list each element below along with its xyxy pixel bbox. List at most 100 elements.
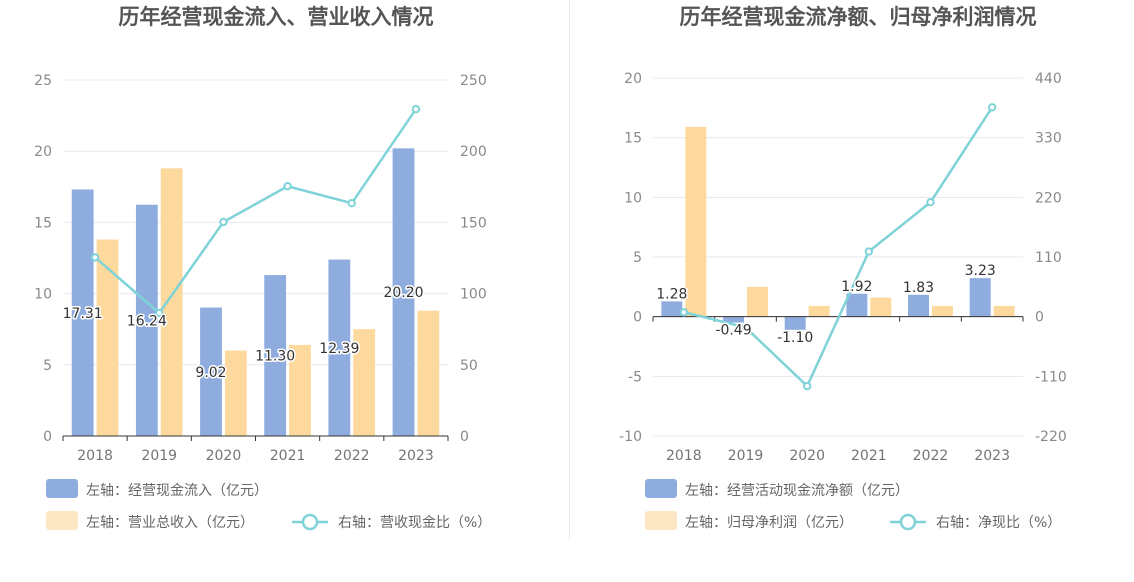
y-right-tick-label: -220 xyxy=(1035,429,1067,445)
bar-primary xyxy=(264,275,287,436)
y-left-tick-label: -10 xyxy=(619,429,642,445)
line-point xyxy=(741,323,750,332)
bar-primary xyxy=(200,307,222,436)
y-left-tick-label: 0 xyxy=(43,429,52,445)
bar-secondary xyxy=(932,305,953,317)
y-right-tick-label: 110 xyxy=(1035,250,1062,266)
legend-label-secondary: 左轴：营业总收入（亿元） xyxy=(86,515,254,531)
legend-swatch-secondary xyxy=(46,511,78,530)
line-point xyxy=(90,253,100,262)
bar-data-label: -0.49 xyxy=(715,323,751,339)
y-left-tick-label: 20 xyxy=(34,144,52,160)
bar-secondary xyxy=(289,344,311,436)
bar-data-label: -1.10 xyxy=(777,330,813,346)
y-right-tick-label: 250 xyxy=(460,73,487,89)
bar-secondary xyxy=(870,297,892,317)
bar-primary xyxy=(784,316,806,330)
y-right-tick-label: 150 xyxy=(460,215,487,231)
bar-data-label: 16.24 xyxy=(127,313,167,329)
legend-label-line: 右轴：净现比（%） xyxy=(936,515,1061,531)
bar-data-label: 20.20 xyxy=(383,285,423,301)
y-right-tick-label: 330 xyxy=(1035,131,1062,147)
legend-swatch-primary xyxy=(46,479,78,498)
chart-panel-1: 历年经营现金流入、营业收入情况0510152025050100150200250… xyxy=(34,5,491,531)
bar-secondary xyxy=(96,239,119,436)
bar-primary xyxy=(969,278,991,317)
legend-label-line: 右轴：营收现金比（%） xyxy=(338,515,491,531)
x-tick-label: 2020 xyxy=(206,448,242,464)
bar-primary xyxy=(846,293,868,317)
x-tick-label: 2019 xyxy=(141,448,177,464)
y-right-tick-label: 200 xyxy=(460,144,487,160)
y-right-tick-label: -110 xyxy=(1035,369,1067,385)
y-left-tick-label: 5 xyxy=(43,358,52,374)
y-right-tick-label: 100 xyxy=(460,287,487,303)
y-left-tick-label: 20 xyxy=(624,71,642,87)
line-point xyxy=(926,198,935,207)
x-tick-label: 2021 xyxy=(851,448,887,464)
bar-secondary xyxy=(353,329,376,436)
y-left-tick-label: 15 xyxy=(624,131,642,147)
y-left-tick-label: -5 xyxy=(628,369,642,385)
y-left-tick-label: 25 xyxy=(34,73,52,89)
line-point xyxy=(155,308,164,318)
bar-data-label: 1.92 xyxy=(841,279,872,295)
bar-secondary xyxy=(747,286,768,317)
line-point xyxy=(864,247,874,256)
bar-primary xyxy=(392,148,415,437)
legend-swatch-secondary xyxy=(645,511,677,530)
y-left-tick-label: 10 xyxy=(34,287,52,303)
legend-label-primary: 左轴：经营现金流入（亿元） xyxy=(86,483,268,499)
x-tick-label: 2023 xyxy=(974,448,1010,464)
bar-primary xyxy=(328,259,351,436)
line-point xyxy=(347,198,356,208)
bar-secondary xyxy=(224,350,247,436)
x-tick-label: 2022 xyxy=(334,448,370,464)
y-right-tick-label: 0 xyxy=(460,429,469,445)
chart-title: 历年经营现金流净额、归母净利润情况 xyxy=(680,5,1037,29)
legend-label-secondary: 左轴：归母净利润（亿元） xyxy=(685,514,853,531)
panel-divider xyxy=(569,0,570,540)
bar-secondary xyxy=(417,310,440,436)
bar-primary xyxy=(723,316,744,323)
line-series xyxy=(94,108,417,315)
chart-panel-2: 历年经营现金流净额、归母净利润情况-10-505101520-220-11001… xyxy=(619,5,1067,531)
bar-data-label: 11.30 xyxy=(255,349,295,365)
legend-label-primary: 左轴：经营活动现金流净额（亿元） xyxy=(685,483,909,499)
y-left-tick-label: 5 xyxy=(633,250,642,266)
bar-data-label: 3.23 xyxy=(965,263,996,279)
x-tick-label: 2018 xyxy=(666,448,702,464)
bar-primary xyxy=(908,294,929,317)
line-point xyxy=(802,381,812,391)
bar-secondary xyxy=(808,305,830,317)
x-tick-label: 2023 xyxy=(398,448,434,464)
y-right-tick-label: 440 xyxy=(1035,71,1062,87)
line-point xyxy=(219,217,228,227)
bar-primary xyxy=(135,204,158,436)
x-tick-label: 2018 xyxy=(77,448,113,464)
y-left-tick-label: 10 xyxy=(624,190,642,206)
line-point xyxy=(411,104,421,114)
chart-title: 历年经营现金流入、营业收入情况 xyxy=(119,5,434,29)
x-tick-label: 2020 xyxy=(789,448,825,464)
line-point xyxy=(679,308,689,317)
y-right-tick-label: 50 xyxy=(460,358,478,374)
bar-secondary xyxy=(993,305,1015,317)
bar-secondary xyxy=(160,168,183,436)
bar-secondary xyxy=(685,126,707,317)
x-tick-label: 2019 xyxy=(728,448,764,464)
line-series xyxy=(683,106,994,389)
line-point xyxy=(987,103,997,112)
y-left-tick-label: 0 xyxy=(633,310,642,326)
bar-data-label: 17.31 xyxy=(63,306,103,322)
bar-primary xyxy=(71,189,94,436)
bar-data-label: 9.02 xyxy=(195,365,226,381)
bar-data-label: 1.83 xyxy=(903,280,934,296)
bar-data-label: 1.28 xyxy=(656,286,687,302)
legend-swatch-primary xyxy=(645,479,677,498)
y-left-tick-label: 15 xyxy=(34,215,52,231)
x-tick-label: 2022 xyxy=(913,448,949,464)
line-point xyxy=(283,182,292,191)
